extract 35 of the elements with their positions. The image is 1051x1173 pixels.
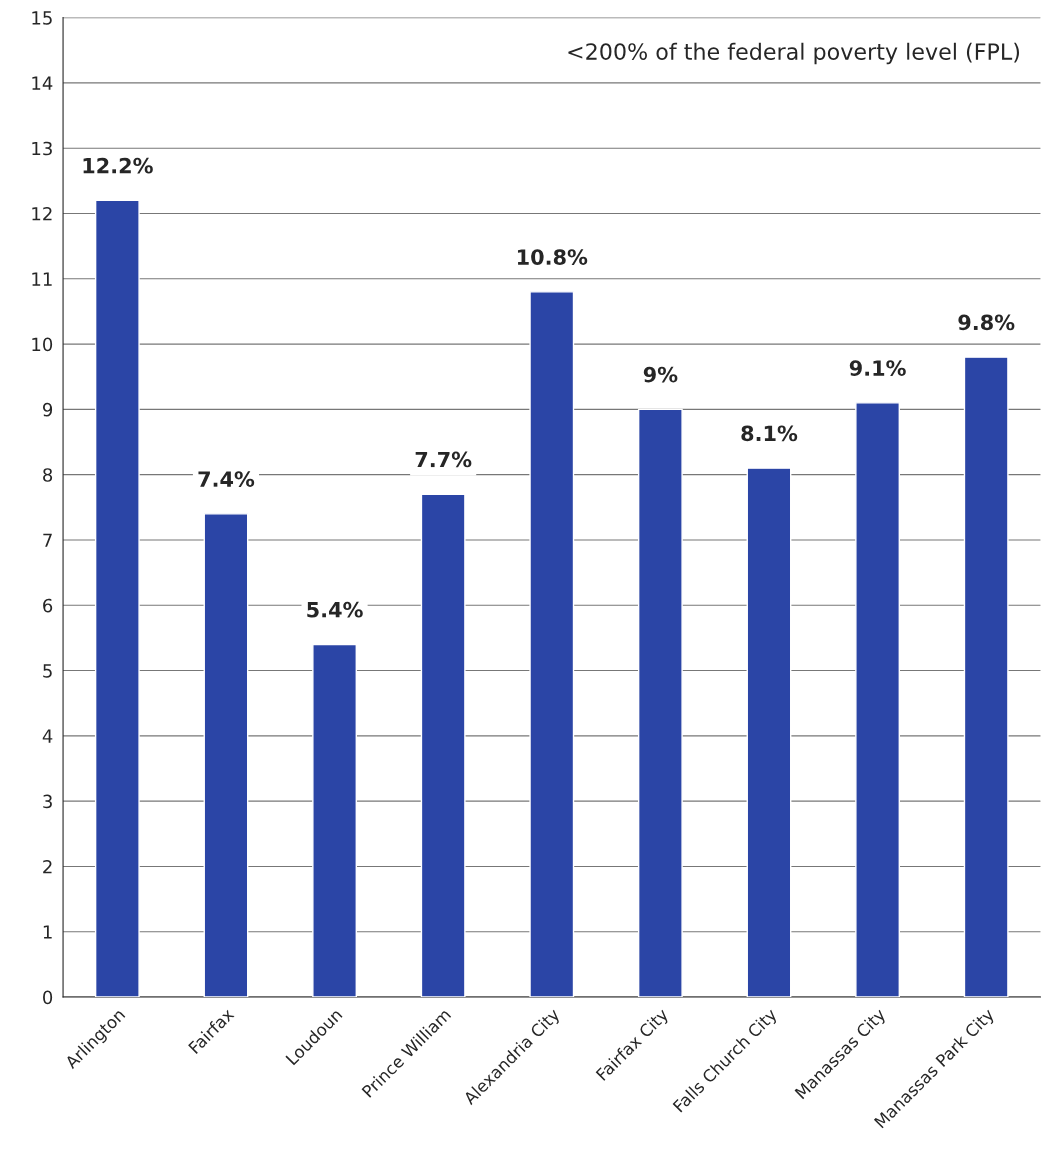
- data-label: 9%: [643, 366, 678, 383]
- data-label: 12.2%: [83, 157, 153, 174]
- y-tick-label: 4: [42, 729, 53, 743]
- bar: [855, 402, 901, 998]
- y-tick-label: 9: [42, 402, 53, 417]
- y-tick-label: 14: [32, 76, 53, 90]
- y-tick-label: 7: [43, 533, 52, 547]
- data-label: 10.8%: [517, 249, 588, 265]
- y-tick-label: 2: [43, 859, 52, 874]
- data-label: 8.1%: [741, 425, 798, 442]
- bar: [529, 291, 575, 998]
- data-label: 7.7%: [415, 451, 472, 468]
- bar: [312, 643, 357, 998]
- y-tick-label: 10: [32, 337, 53, 352]
- bar: [746, 467, 792, 998]
- y-tick-label: 15: [32, 11, 52, 25]
- y-tick-label: 5: [43, 664, 52, 678]
- bar: [203, 513, 249, 998]
- data-label: 9.1%: [849, 360, 906, 376]
- y-tick-label: 0: [43, 990, 53, 1005]
- y-tick-label: 1: [43, 925, 52, 939]
- y-tick-label: 12: [32, 206, 52, 221]
- bar: [963, 356, 1009, 998]
- data-label: 5.4%: [307, 601, 363, 618]
- data-label: 7.4%: [198, 471, 255, 487]
- y-tick-label: 8: [43, 468, 53, 482]
- bar: [94, 199, 140, 998]
- y-tick-label: 6: [43, 598, 53, 613]
- y-tick-label: 3: [43, 794, 52, 809]
- annotation: <200% of the federal poverty level (FPL): [568, 42, 1020, 65]
- y-tick-label: 13: [32, 141, 52, 156]
- y-tick-label: 11: [32, 272, 52, 286]
- bar: [637, 408, 683, 998]
- data-label: 9.8%: [958, 314, 1015, 331]
- bar: [420, 493, 466, 998]
